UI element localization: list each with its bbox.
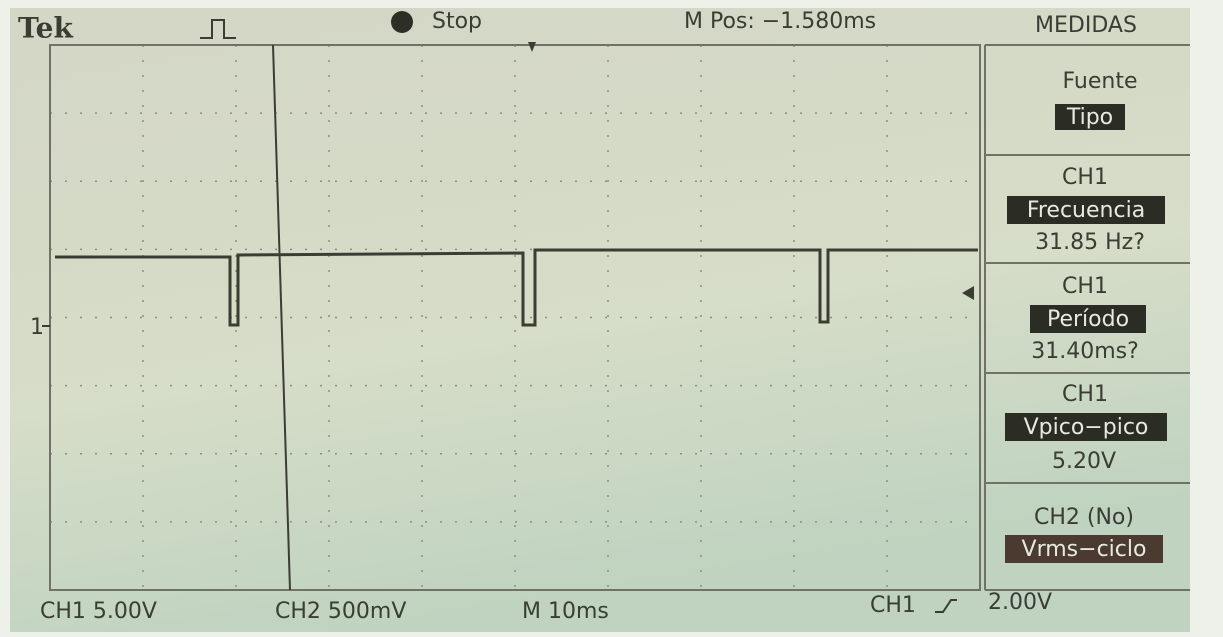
timebase: M 10ms (522, 599, 609, 624)
menu-channel: CH1 (1062, 165, 1108, 190)
menu-channel: CH1 (1062, 274, 1108, 299)
ch2-scale: CH2 500mV (275, 599, 406, 624)
cursor-line (272, 44, 291, 591)
menu-highlight (1007, 196, 1165, 224)
menu-value: Tipo (1066, 105, 1113, 130)
position: M Pos: −1.580ms (684, 9, 876, 34)
menu-title: MEDIDAS (1035, 13, 1137, 38)
menu-label: Frecuencia (1027, 198, 1145, 223)
menu-highlight (1005, 535, 1163, 563)
ch1-scale: CH1 5.00V (40, 599, 157, 624)
trigger-position-marker (528, 42, 536, 52)
graticule-border (49, 44, 981, 591)
graticule (50, 45, 980, 590)
menu-label: Período (1047, 307, 1129, 332)
waveform (55, 248, 978, 327)
menu-label: Vpico−pico (1024, 415, 1149, 440)
display (10, 8, 1190, 632)
brand: Tek (18, 12, 73, 45)
menu-highlight (1055, 104, 1125, 130)
trigger-source: CH1 (870, 593, 916, 618)
menu-highlight (1005, 413, 1167, 441)
status-icon (391, 11, 413, 33)
menu-label: Vrms−ciclo (1022, 537, 1147, 562)
menu-label: Fuente (1062, 69, 1137, 94)
menu-channel: CH2 (No) (1034, 505, 1134, 530)
menu-channel: CH1 (1062, 382, 1108, 407)
channel-marker: 1 (30, 315, 44, 340)
menu-value: 31.40ms? (1031, 339, 1139, 364)
trigger-level: 2.00V (988, 590, 1052, 615)
status: Stop (432, 9, 482, 34)
menu-value: 5.20V (1052, 449, 1116, 474)
menu-value: 31.85 Hz? (1035, 230, 1145, 255)
menu-separators (984, 44, 1190, 591)
menu-highlight (1030, 305, 1146, 333)
trigger-slope (935, 599, 957, 613)
trigger-level-marker (962, 286, 974, 300)
acquire-icon (200, 19, 236, 39)
